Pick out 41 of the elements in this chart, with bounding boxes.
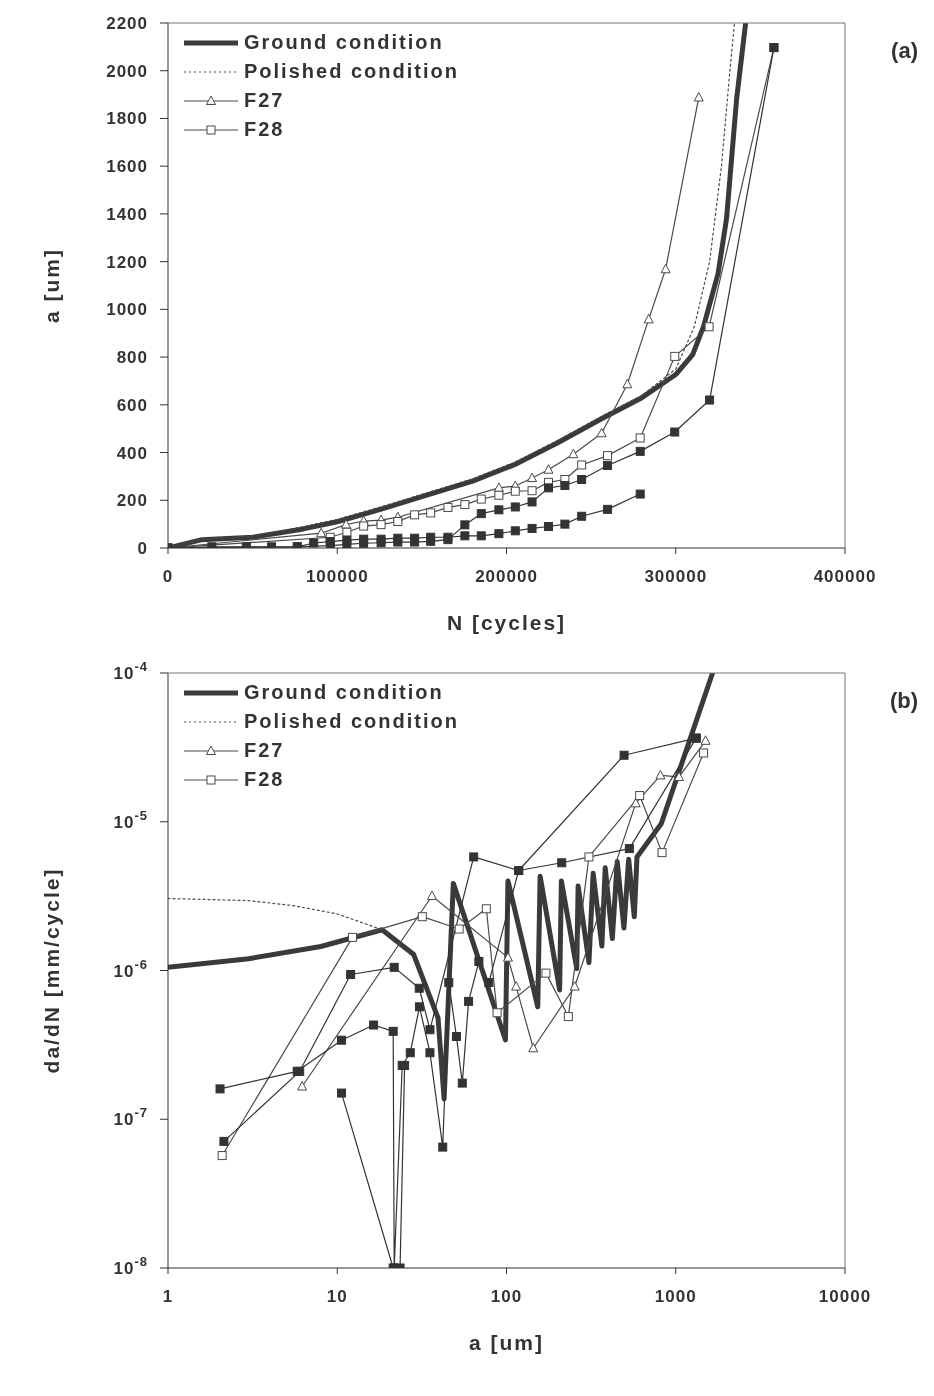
legend-label: F27 xyxy=(244,739,285,762)
x-tick-label: 100 xyxy=(490,1287,523,1306)
y-tick-label: 10$^{-7}$ xyxy=(113,1105,148,1130)
x-tick-label: 100000 xyxy=(305,567,369,586)
y-axis-title: a [um] xyxy=(40,248,64,323)
y-tick-label: 10$^{-4}$ xyxy=(113,659,148,683)
y-tick-label: 10$^{-6}$ xyxy=(113,956,148,981)
y-tick-label: 2200 xyxy=(106,14,148,33)
x-tick-label: 200000 xyxy=(475,567,538,586)
legend-label: F28 xyxy=(244,768,285,791)
x-tick-label: 1000 xyxy=(654,1287,697,1306)
y-tick-label: 800 xyxy=(116,348,148,368)
y-tick-label: 1400 xyxy=(106,204,148,224)
y-tick-label: 10$^{-8}$ xyxy=(113,1254,148,1278)
text: (b) xyxy=(889,688,918,714)
legend-label: Polished condition xyxy=(244,60,459,83)
y-tick-label: 1000 xyxy=(106,300,148,320)
y-axis-title: da/dN [mm/cycle] xyxy=(40,867,64,1074)
legend-label: F27 xyxy=(244,89,285,112)
x-tick-label: 10 xyxy=(326,1287,348,1306)
legend-label: Ground condition xyxy=(244,681,444,704)
legend-label: Polished condition xyxy=(244,710,459,733)
x-axis-title: N [cycles] xyxy=(446,611,567,634)
x-tick-label: 1 xyxy=(162,1287,174,1306)
y-tick-label: 0 xyxy=(137,539,148,558)
x-tick-label: 10000 xyxy=(818,1287,872,1306)
x-tick-label: 0 xyxy=(162,567,174,586)
y-tick-label: 200 xyxy=(116,491,148,511)
text: (a) xyxy=(891,38,918,64)
legend-label: F28 xyxy=(244,118,285,141)
x-axis-title: a [um] xyxy=(469,1331,544,1354)
y-tick-label: 1800 xyxy=(106,109,148,129)
y-tick-label: 2000 xyxy=(106,61,148,81)
y-tick-label: 1600 xyxy=(106,157,148,177)
legend-label: Ground condition xyxy=(244,31,444,54)
x-tick-label: 400000 xyxy=(813,567,877,586)
y-tick-label: 600 xyxy=(116,395,148,415)
y-tick-label: 400 xyxy=(116,443,148,463)
y-tick-label: 10$^{-5}$ xyxy=(113,807,148,832)
x-tick-label: 300000 xyxy=(644,567,708,586)
y-tick-label: 1200 xyxy=(106,252,148,272)
